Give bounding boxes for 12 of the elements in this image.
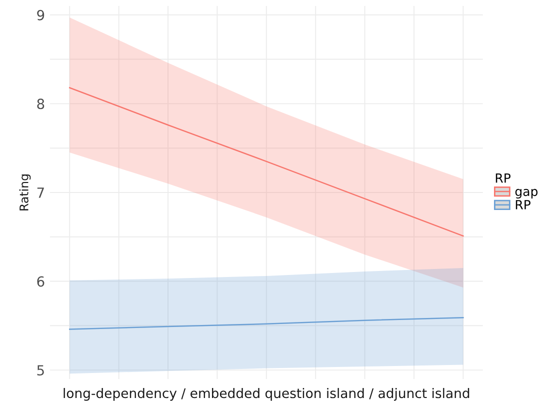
y-tick-label: 8 [37, 98, 44, 110]
line-series [69, 317, 464, 330]
legend-title: RP [496, 173, 510, 183]
legend-label: RP [516, 200, 530, 210]
x-axis-title: long-dependency / embedded question island / adjunct island [64, 388, 470, 401]
line-series [69, 87, 464, 237]
y-axis-title: Rating [19, 174, 31, 210]
y-tick-label: 6 [37, 276, 44, 287]
y-tick-label: 9 [37, 10, 44, 20]
legend-label: gap [515, 188, 538, 199]
y-tick-label: 7 [37, 188, 44, 198]
y-tick-label: 5 [37, 365, 44, 376]
